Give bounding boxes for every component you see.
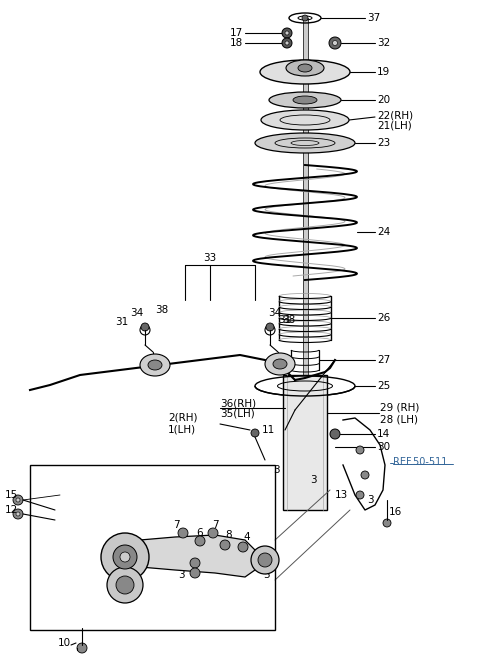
Circle shape: [190, 568, 200, 578]
Text: 13: 13: [335, 490, 348, 500]
Text: 19: 19: [377, 67, 390, 77]
Circle shape: [141, 323, 149, 331]
Circle shape: [13, 509, 23, 519]
Text: 16: 16: [389, 507, 402, 517]
Text: 32: 32: [377, 38, 390, 48]
Circle shape: [383, 519, 391, 527]
Circle shape: [190, 558, 200, 568]
Circle shape: [302, 15, 308, 21]
Bar: [283, 375, 327, 510]
Text: 34: 34: [130, 308, 143, 318]
Text: 33: 33: [204, 253, 216, 263]
Circle shape: [220, 540, 230, 550]
Text: 6: 6: [196, 528, 203, 538]
Circle shape: [282, 38, 292, 48]
Bar: [30, 465, 275, 630]
Ellipse shape: [298, 380, 318, 396]
Ellipse shape: [148, 360, 162, 370]
Text: 3: 3: [178, 570, 185, 580]
Circle shape: [208, 528, 218, 538]
Circle shape: [16, 512, 20, 516]
Text: 10: 10: [58, 638, 71, 648]
Circle shape: [113, 545, 137, 569]
Text: 24: 24: [377, 227, 390, 237]
Text: 27: 27: [377, 355, 390, 365]
Text: 35(LH): 35(LH): [220, 409, 255, 419]
Ellipse shape: [260, 60, 350, 84]
Text: 36(RH): 36(RH): [220, 398, 256, 408]
Circle shape: [238, 542, 248, 552]
Circle shape: [251, 429, 259, 437]
Text: 28 (LH): 28 (LH): [380, 415, 418, 425]
Text: 38: 38: [155, 305, 168, 315]
Ellipse shape: [140, 354, 170, 376]
Text: 18: 18: [230, 38, 243, 48]
Text: 37: 37: [367, 13, 380, 23]
Text: 8: 8: [225, 530, 232, 540]
Text: 14: 14: [377, 429, 390, 439]
Circle shape: [356, 491, 364, 499]
Circle shape: [101, 533, 149, 581]
Bar: [303, 18, 308, 430]
Text: 31: 31: [278, 315, 291, 325]
Text: 9: 9: [150, 556, 156, 566]
Text: 7: 7: [212, 520, 218, 530]
Circle shape: [258, 553, 272, 567]
Text: 11: 11: [262, 425, 275, 435]
Text: 17: 17: [230, 28, 243, 38]
Ellipse shape: [261, 110, 349, 130]
Ellipse shape: [298, 64, 312, 72]
Text: 3: 3: [310, 475, 317, 485]
Text: 22(RH): 22(RH): [377, 110, 413, 120]
Circle shape: [361, 471, 369, 479]
Circle shape: [285, 31, 289, 35]
Circle shape: [251, 546, 279, 574]
Ellipse shape: [265, 353, 295, 375]
Circle shape: [13, 495, 23, 505]
Ellipse shape: [286, 60, 324, 76]
Circle shape: [356, 446, 364, 454]
Circle shape: [120, 552, 130, 562]
Circle shape: [333, 41, 337, 45]
Text: 15: 15: [5, 490, 18, 500]
Text: 31: 31: [115, 317, 128, 327]
Ellipse shape: [269, 92, 341, 108]
Circle shape: [77, 643, 87, 653]
Text: 12: 12: [5, 505, 18, 515]
Circle shape: [330, 429, 340, 439]
Text: 30: 30: [377, 442, 390, 452]
Circle shape: [285, 41, 289, 45]
Text: 34: 34: [268, 308, 281, 318]
Text: 29 (RH): 29 (RH): [380, 403, 420, 413]
Text: 38: 38: [282, 315, 295, 325]
Circle shape: [16, 498, 20, 502]
Text: 23: 23: [377, 138, 390, 148]
Text: 3: 3: [273, 465, 280, 475]
Circle shape: [282, 28, 292, 38]
Circle shape: [116, 576, 134, 594]
Text: REF.50-511: REF.50-511: [393, 457, 447, 467]
Ellipse shape: [255, 133, 355, 153]
Circle shape: [195, 536, 205, 546]
Text: 1(LH): 1(LH): [168, 425, 196, 435]
Circle shape: [329, 37, 341, 49]
Circle shape: [178, 528, 188, 538]
Text: 21(LH): 21(LH): [377, 120, 412, 130]
Text: 4: 4: [243, 532, 250, 542]
Polygon shape: [140, 535, 260, 577]
Text: 3: 3: [367, 495, 373, 505]
Text: 5: 5: [263, 570, 270, 580]
Text: 25: 25: [377, 381, 390, 391]
Circle shape: [107, 567, 143, 603]
Text: 26: 26: [377, 313, 390, 323]
Text: 2(RH): 2(RH): [168, 413, 197, 423]
Ellipse shape: [273, 359, 287, 369]
Ellipse shape: [293, 96, 317, 104]
Circle shape: [266, 323, 274, 331]
Text: 7: 7: [173, 520, 180, 530]
Text: 20: 20: [377, 95, 390, 105]
Text: 3: 3: [178, 560, 185, 570]
